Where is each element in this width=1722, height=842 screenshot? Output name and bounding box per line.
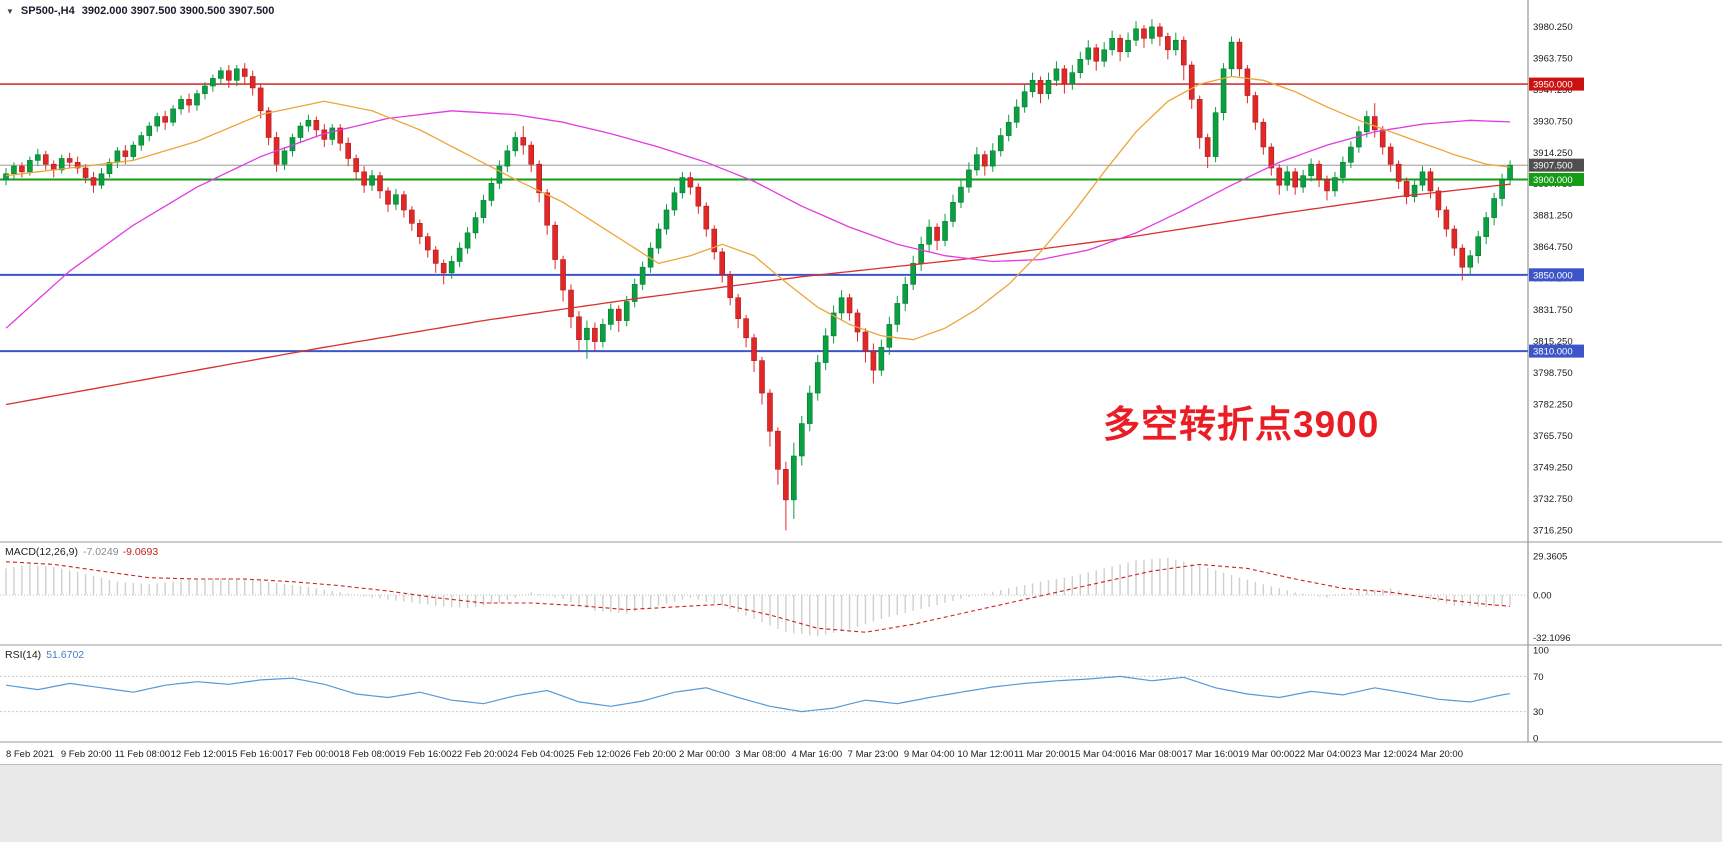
- symbol-title: SP500-,H4: [20, 5, 75, 17]
- svg-text:12 Feb 12:00: 12 Feb 12:00: [171, 749, 227, 760]
- svg-text:2 Mar 00:00: 2 Mar 00:00: [679, 749, 730, 760]
- svg-text:3831.750: 3831.750: [1533, 305, 1573, 316]
- ma-slow-red-line: [5, 183, 1511, 406]
- macd-signal-line: [5, 561, 1511, 633]
- svg-text:22 Mar 04:00: 22 Mar 04:00: [1295, 749, 1351, 760]
- svg-text:22 Feb 20:00: 22 Feb 20:00: [452, 749, 508, 760]
- svg-text:3810.000: 3810.000: [1533, 347, 1573, 358]
- rsi-indicator-label: RSI(14) 51.6702: [5, 649, 84, 661]
- horizontal-lines-group[interactable]: [0, 83, 1528, 353]
- price-scale[interactable]: 3980.2503963.7503947.2503930.7503914.250…: [1527, 0, 1722, 742]
- svg-text:3930.750: 3930.750: [1533, 116, 1573, 127]
- svg-text:70: 70: [1533, 672, 1544, 683]
- svg-text:3 Mar 08:00: 3 Mar 08:00: [735, 749, 786, 760]
- svg-text:24 Feb 04:00: 24 Feb 04:00: [508, 749, 564, 760]
- time-axis[interactable]: 8 Feb 2021 9 Feb 20:00 11 Feb 08:00 12 Feb …: [6, 749, 1463, 760]
- svg-text:8 Feb 2021: 8 Feb 2021: [6, 749, 54, 760]
- svg-text:0: 0: [1533, 734, 1538, 745]
- svg-text:11 Mar 20:00: 11 Mar 20:00: [1014, 749, 1069, 760]
- pane-separators: [0, 541, 1722, 743]
- symbol-info: ▼ SP500-,H4 3902.000 3907.500 3900.500 3…: [6, 5, 274, 17]
- svg-text:9 Mar 04:00: 9 Mar 04:00: [904, 749, 955, 760]
- svg-text:23 Mar 12:00: 23 Mar 12:00: [1351, 749, 1407, 760]
- svg-text:3881.250: 3881.250: [1533, 211, 1573, 222]
- svg-text:7 Mar 23:00: 7 Mar 23:00: [848, 749, 899, 760]
- ma-fast-orange-line: [5, 75, 1511, 341]
- collapse-arrow-icon[interactable]: ▼: [6, 6, 14, 16]
- macd-signal-value: -9.0693: [122, 546, 159, 558]
- svg-text:-32.1096: -32.1096: [1533, 633, 1571, 644]
- svg-text:25 Feb 12:00: 25 Feb 12:00: [564, 749, 620, 760]
- svg-text:3815.250: 3815.250: [1533, 337, 1573, 348]
- macd-main-value: -7.0249: [82, 546, 119, 558]
- svg-text:3914.250: 3914.250: [1533, 148, 1573, 159]
- svg-text:17 Feb 00:00: 17 Feb 00:00: [283, 749, 339, 760]
- chart-canvas[interactable]: 3980.2503963.7503947.2503930.7503914.250…: [0, 0, 1722, 764]
- svg-text:10 Mar 12:00: 10 Mar 12:00: [957, 749, 1013, 760]
- macd-histogram: [5, 557, 1511, 637]
- macd-name: MACD(12,26,9): [5, 546, 78, 558]
- svg-text:4 Mar 16:00: 4 Mar 16:00: [791, 749, 842, 760]
- svg-text:17 Mar 16:00: 17 Mar 16:00: [1182, 749, 1238, 760]
- svg-text:3798.750: 3798.750: [1533, 368, 1573, 379]
- svg-text:15 Feb 16:00: 15 Feb 16:00: [227, 749, 283, 760]
- rsi-name: RSI(14): [5, 649, 42, 661]
- rsi-line: [5, 675, 1511, 713]
- svg-text:3864.750: 3864.750: [1533, 242, 1573, 253]
- rsi-pane: 100 70 30 0: [0, 646, 1549, 745]
- svg-text:19 Feb 16:00: 19 Feb 16:00: [395, 749, 451, 760]
- svg-text:3963.750: 3963.750: [1533, 53, 1573, 64]
- svg-text:3900.000: 3900.000: [1533, 175, 1573, 186]
- svg-text:18 Feb 08:00: 18 Feb 08:00: [339, 749, 395, 760]
- svg-text:19 Mar 00:00: 19 Mar 00:00: [1238, 749, 1294, 760]
- svg-text:30: 30: [1533, 707, 1544, 718]
- ohlc-values: 3902.000 3907.500 3900.500 3907.500: [81, 5, 275, 17]
- svg-text:3980.250: 3980.250: [1533, 22, 1573, 33]
- price-badge: [1529, 268, 1584, 282]
- svg-text:29.3605: 29.3605: [1533, 551, 1567, 562]
- window-bottom-strip: [0, 764, 1722, 842]
- svg-text:100: 100: [1533, 646, 1549, 657]
- rsi-value: 51.6702: [46, 649, 85, 661]
- price-badge: [1529, 158, 1584, 172]
- svg-text:3782.250: 3782.250: [1533, 400, 1573, 411]
- svg-text:9 Feb 20:00: 9 Feb 20:00: [61, 749, 112, 760]
- svg-text:3732.750: 3732.750: [1533, 494, 1573, 505]
- svg-text:3850.000: 3850.000: [1533, 270, 1573, 281]
- macd-pane: 29.3605 0.00 -32.1096: [0, 551, 1571, 644]
- svg-text:3950.000: 3950.000: [1533, 80, 1573, 91]
- macd-indicator-label: MACD(12,26,9) -7.0249 -9.0693: [5, 546, 158, 558]
- svg-text:3749.250: 3749.250: [1533, 462, 1573, 473]
- price-badge: [1529, 77, 1584, 91]
- ma-mid-magenta-line: [5, 110, 1511, 329]
- svg-text:26 Feb 20:00: 26 Feb 20:00: [620, 749, 676, 760]
- svg-text:11 Feb 08:00: 11 Feb 08:00: [115, 749, 170, 760]
- svg-text:16 Mar 08:00: 16 Mar 08:00: [1126, 749, 1182, 760]
- annotation-text[interactable]: 多空转折点3900: [1103, 404, 1380, 445]
- price-badge: [1529, 344, 1584, 358]
- svg-text:0.00: 0.00: [1533, 591, 1552, 602]
- svg-text:3765.750: 3765.750: [1533, 431, 1573, 442]
- svg-text:3907.500: 3907.500: [1533, 161, 1573, 172]
- svg-text:15 Mar 04:00: 15 Mar 04:00: [1070, 749, 1126, 760]
- svg-text:24 Mar 20:00: 24 Mar 20:00: [1407, 749, 1463, 760]
- svg-text:3716.250: 3716.250: [1533, 525, 1573, 536]
- price-badge: [1529, 172, 1584, 186]
- candles-group: [3, 19, 1513, 531]
